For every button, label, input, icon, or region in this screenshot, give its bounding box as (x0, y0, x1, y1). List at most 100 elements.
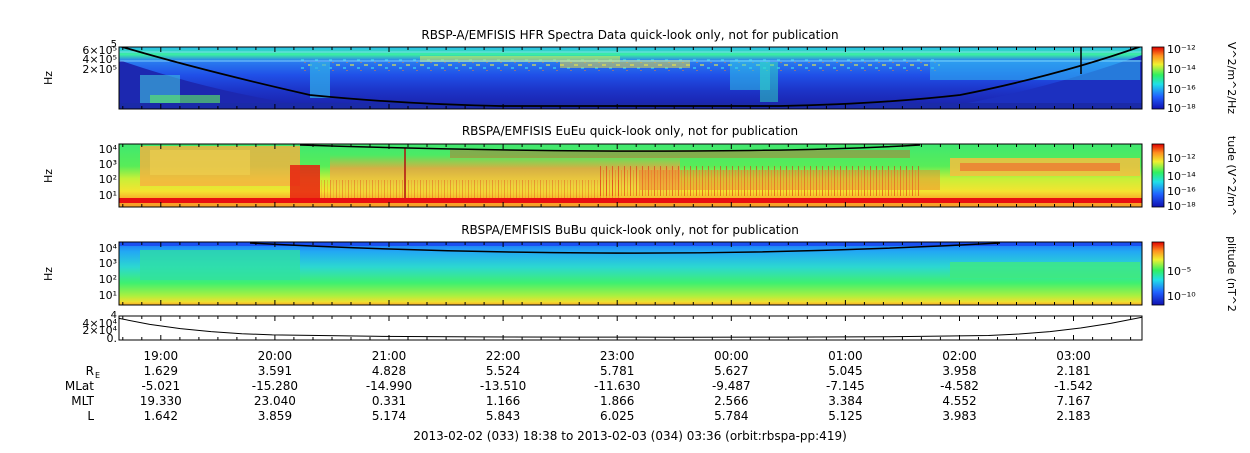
time-tick-label: 02:00 (942, 349, 977, 363)
hfr-y-tick: 4×10⁵ (82, 53, 117, 66)
ephemeris-value: 6.025 (600, 409, 634, 423)
hfr-panel-title: RBSP-A/EMFISIS HFR Spectra Data quick-lo… (421, 28, 838, 42)
b-y-tick: 0. (107, 332, 118, 345)
b-y-top-label: 4 (111, 310, 117, 321)
eu-trace (299, 144, 921, 152)
b-line-series (119, 316, 1142, 338)
time-tick-label: 01:00 (828, 349, 863, 363)
hfr-y-tick: 2×10⁵ (82, 63, 117, 76)
eu-y-axis: 10⁴ 10³ 10² 10¹ Hz (42, 143, 118, 202)
b-line (119, 316, 1142, 338)
ephemeris-value: 3.983 (942, 409, 976, 423)
bu-cbar-tick: 10⁻¹⁰ (1167, 290, 1196, 303)
ephemeris-value: -4.582 (940, 379, 979, 393)
ephemeris-value: 0.331 (372, 394, 406, 408)
hfr-colorbar (1151, 46, 1165, 110)
hfr-spectrogram (119, 47, 1142, 109)
time-tick-label: 00:00 (714, 349, 749, 363)
ephemeris-value: -14.990 (366, 379, 412, 393)
eu-y-tick: 10¹ (99, 189, 117, 202)
ephemeris-row-label: L (87, 409, 94, 423)
eu-frame (118, 143, 1143, 208)
ephemeris-value: 4.552 (942, 394, 976, 408)
ephemeris-value: 1.166 (486, 394, 520, 408)
bu-trace (249, 242, 1001, 254)
ephemeris-value: -9.487 (712, 379, 751, 393)
ephemeris-value: 2.181 (1056, 364, 1090, 378)
ephemeris-value: -15.280 (252, 379, 298, 393)
bu-frame (118, 241, 1143, 306)
ephemeris-value: 1.866 (600, 394, 634, 408)
time-tick-label: 21:00 (372, 349, 407, 363)
ephemeris-value: 7.167 (1056, 394, 1090, 408)
ephemeris-value: 3.384 (828, 394, 862, 408)
hfr-trace (119, 47, 1142, 107)
eu-spectrogram (119, 144, 1142, 207)
hfr-y-tick: 6×10⁵ (82, 44, 117, 57)
ephemeris-value: -11.630 (594, 379, 640, 393)
hfr-y-axis: 5 6×10⁵ 4×10⁵ 2×10⁵ Hz (42, 39, 117, 85)
eu-cbar-tick: 10⁻¹⁴ (1167, 170, 1196, 183)
eu-cbar-tick: 10⁻¹⁶ (1167, 185, 1196, 198)
b-frame (118, 315, 1143, 341)
time-tick-label: 23:00 (600, 349, 635, 363)
eu-colorbar-label: tude (V^2/m^ (1225, 136, 1238, 216)
time-axis-labels: 19:00 20:00 21:00 22:00 23:00 00:00 01:00 02:00… (144, 349, 1091, 363)
ephemeris-value: 5.784 (714, 409, 748, 423)
hfr-y-label: Hz (42, 71, 55, 85)
bu-y-label: Hz (42, 267, 55, 281)
hfr-cbar-tick: 10⁻¹⁶ (1167, 83, 1196, 96)
eu-cbar-tick: 10⁻¹⁸ (1167, 200, 1196, 213)
bu-colorbar (1151, 241, 1165, 306)
bu-colorbar-ticks: 10⁻⁵ 10⁻¹⁰ (1167, 265, 1196, 303)
ephemeris-value: -1.542 (1054, 379, 1093, 393)
eu-y-tick: 10² (99, 173, 117, 186)
b-y-axis: 4 4×10⁴ 2×10⁴ 0. (82, 310, 117, 345)
hfr-y-top-label: 5 (111, 39, 117, 50)
b-y-tick: 2×10⁴ (82, 324, 117, 337)
time-ticks (122, 47, 1132, 340)
ephemeris-value: 2.183 (1056, 409, 1090, 423)
hfr-frame (118, 46, 1143, 110)
ephemeris-value: 5.781 (600, 364, 634, 378)
bu-cbar-tick: 10⁻⁵ (1167, 265, 1191, 278)
eu-colorbar (1151, 143, 1165, 208)
bu-colorbar-label: plitude (nT^2 (1225, 236, 1238, 312)
ephemeris-value: -5.021 (141, 379, 180, 393)
ephemeris-value: 5.174 (372, 409, 406, 423)
time-tick-label: 20:00 (258, 349, 293, 363)
footer-time-range: 2013-02-02 (033) 18:38 to 2013-02-03 (03… (413, 429, 847, 443)
ephemeris-value: 19.330 (140, 394, 182, 408)
ephemeris-value: 5.524 (486, 364, 520, 378)
eu-y-tick: 10³ (99, 158, 117, 171)
bu-y-tick: 10¹ (99, 289, 117, 302)
ephemeris-row-label-sub: E (95, 371, 100, 380)
bu-y-tick: 10² (99, 273, 117, 286)
eu-y-label: Hz (42, 169, 55, 183)
eu-panel-title: RBSPA/EMFISIS EuEu quick-look only, not … (462, 124, 798, 138)
ephemeris-value: 3.591 (258, 364, 292, 378)
bu-y-tick: 10³ (99, 257, 117, 270)
hfr-colorbar-ticks: 10⁻¹² 10⁻¹⁴ 10⁻¹⁶ 10⁻¹⁸ (1167, 43, 1196, 115)
ephemeris-row-label: MLat (65, 379, 94, 393)
bu-panel-title: RBSPA/EMFISIS BuBu quick-look only, not … (461, 223, 799, 237)
time-tick-label: 03:00 (1056, 349, 1091, 363)
ephemeris-value: 5.843 (486, 409, 520, 423)
eu-colorbar-ticks: 10⁻¹² 10⁻¹⁴ 10⁻¹⁶ 10⁻¹⁸ (1167, 152, 1196, 213)
ephemeris-value: 23.040 (254, 394, 296, 408)
bu-y-tick: 10⁴ (99, 242, 118, 255)
ephemeris-value: 1.642 (144, 409, 178, 423)
time-tick-label: 19:00 (144, 349, 179, 363)
time-tick-label: 22:00 (486, 349, 521, 363)
ephemeris-value: 1.629 (144, 364, 178, 378)
ephemeris-value: 2.566 (714, 394, 748, 408)
ephemeris-value: 3.958 (942, 364, 976, 378)
b-line-panel (118, 315, 1143, 341)
ephemeris-row-label: R (86, 364, 94, 378)
bu-y-axis: 10⁴ 10³ 10² 10¹ Hz (42, 242, 118, 302)
hfr-cbar-tick: 10⁻¹² (1167, 43, 1196, 56)
ephemeris-value: -13.510 (480, 379, 526, 393)
eu-cbar-tick: 10⁻¹² (1167, 152, 1196, 165)
ephemeris-value: -7.145 (826, 379, 865, 393)
